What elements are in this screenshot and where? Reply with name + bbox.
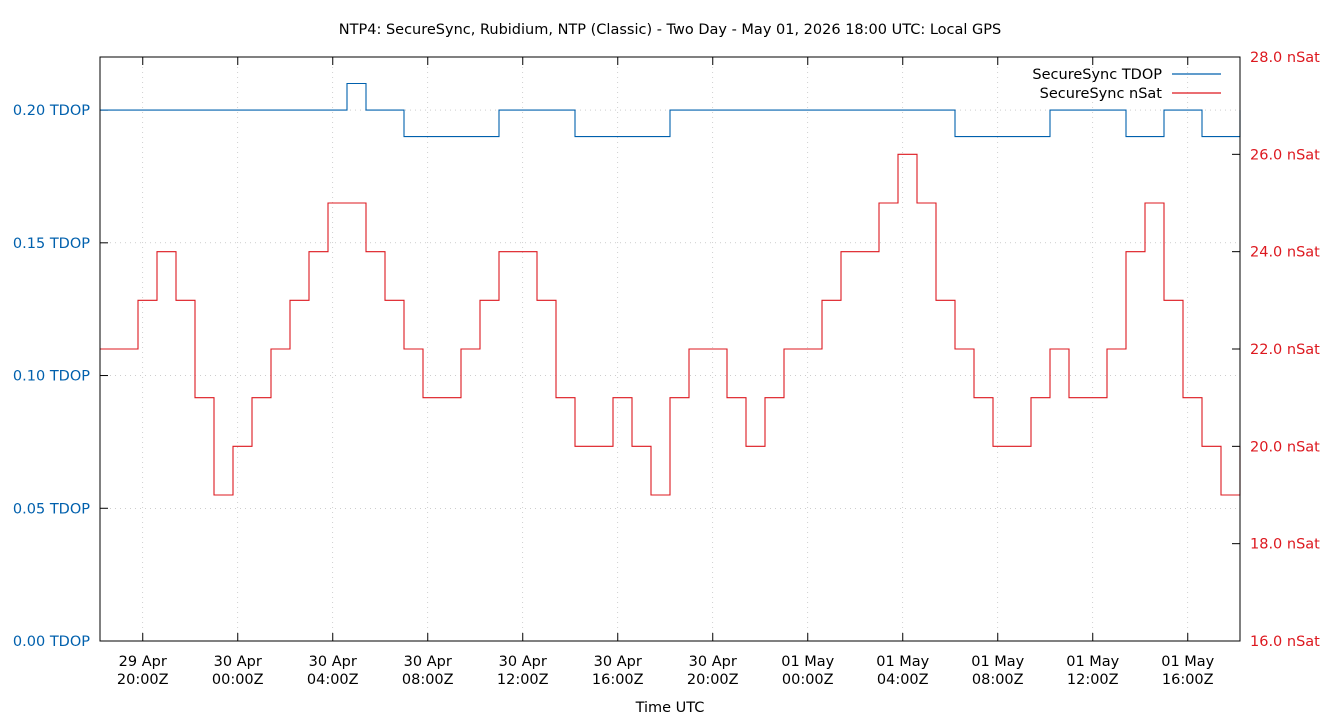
x-tick-label-date: 01 May — [971, 654, 1024, 670]
y-left-tick-label: 0.15 TDOP — [13, 236, 90, 252]
x-tick-label-time: 08:00Z — [972, 672, 1024, 688]
x-tick-label-date: 30 Apr — [404, 654, 452, 670]
x-tick-label-time: 00:00Z — [212, 672, 264, 688]
y-right-tick-label: 26.0 nSat — [1250, 147, 1320, 163]
x-axis-label: Time UTC — [635, 700, 705, 716]
legend-label: SecureSync TDOP — [1032, 67, 1162, 83]
x-tick-label-time: 12:00Z — [497, 672, 549, 688]
plot-area — [100, 82, 1241, 496]
legend-label: SecureSync nSat — [1040, 86, 1163, 102]
y-right-tick-label: 24.0 nSat — [1250, 245, 1320, 261]
y-right-tick-label: 22.0 nSat — [1250, 342, 1320, 358]
y-left-tick-label: 0.05 TDOP — [13, 501, 90, 517]
y-right-tick-label: 20.0 nSat — [1250, 439, 1320, 455]
x-tick-label-date: 30 Apr — [689, 654, 737, 670]
x-tick-label-time: 16:00Z — [1162, 672, 1214, 688]
y-left-tick-label: 0.10 TDOP — [13, 369, 90, 385]
axis-ticks: 29 Apr 20:00Z 30 Apr 00:00Z 30 Apr 04:00Z 30 A… — [13, 50, 1320, 688]
y-right-tick-label: 18.0 nSat — [1250, 537, 1320, 553]
x-tick-label-date: 30 Apr — [309, 654, 357, 670]
x-tick-label-date: 01 May — [876, 654, 929, 670]
x-tick-label-time: 20:00Z — [117, 672, 169, 688]
x-tick-label-time: 16:00Z — [592, 672, 644, 688]
x-tick-label-time: 04:00Z — [307, 672, 359, 688]
y-right-tick-label: 16.0 nSat — [1250, 634, 1320, 650]
x-tick-label-time: 20:00Z — [687, 672, 739, 688]
x-tick-label-date: 01 May — [781, 654, 834, 670]
x-tick-label-time: 04:00Z — [877, 672, 929, 688]
chart-title: NTP4: SecureSync, Rubidium, NTP (Classic… — [339, 22, 1001, 38]
plot-frame — [99, 56, 1241, 642]
tdop-series-line — [100, 82, 1241, 138]
y-right-tick-label: 28.0 nSat — [1250, 50, 1320, 66]
x-tick-label-date: 29 Apr — [119, 654, 167, 670]
nsat-series-line — [100, 153, 1241, 496]
x-tick-label-time: 08:00Z — [402, 672, 454, 688]
x-tick-label-date: 30 Apr — [594, 654, 642, 670]
legend: SecureSync TDOP SecureSync nSat — [1032, 67, 1221, 102]
x-tick-label-date: 01 May — [1161, 654, 1214, 670]
x-tick-label-date: 30 Apr — [214, 654, 262, 670]
x-tick-label-date: 01 May — [1066, 654, 1119, 670]
x-tick-label-time: 12:00Z — [1067, 672, 1119, 688]
y-left-tick-label: 0.20 TDOP — [13, 103, 90, 119]
x-tick-label-time: 00:00Z — [782, 672, 834, 688]
y-left-tick-label: 0.00 TDOP — [13, 634, 90, 650]
x-tick-label-date: 30 Apr — [499, 654, 547, 670]
